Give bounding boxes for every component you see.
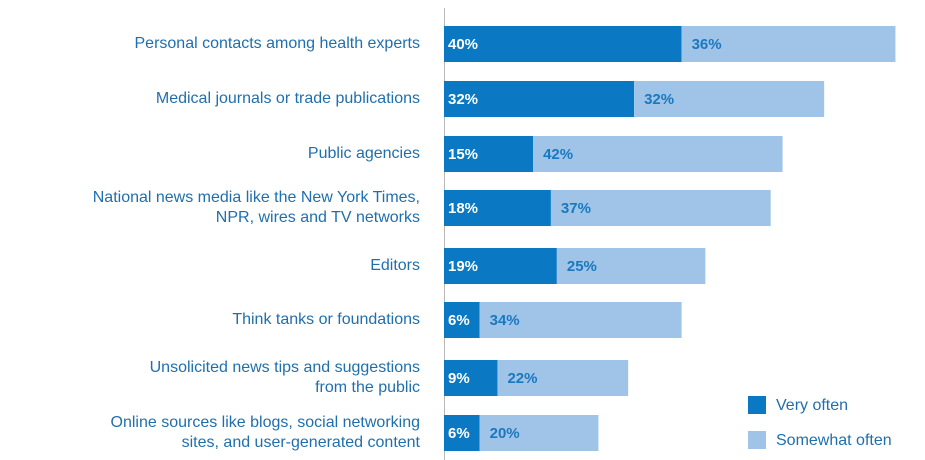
bar-segment xyxy=(444,81,635,117)
bar-segment xyxy=(634,81,825,117)
y-tick-label: Unsolicited news tips and suggestions xyxy=(150,359,420,376)
bar-segment xyxy=(550,190,771,226)
data-label: 40% xyxy=(448,36,478,53)
bar-segment xyxy=(533,136,783,172)
bar-segment xyxy=(444,248,557,284)
bar-segment xyxy=(444,136,534,172)
bar-segment xyxy=(556,248,706,284)
data-label: 25% xyxy=(567,258,597,275)
y-tick-label: National news media like the New York Ti… xyxy=(93,189,420,206)
data-label: 22% xyxy=(507,370,537,387)
y-tick-label: Public agencies xyxy=(308,145,420,162)
y-tick-label: Think tanks or foundations xyxy=(232,311,420,328)
legend-swatch xyxy=(748,396,766,414)
bar-segment xyxy=(444,26,682,62)
bar-segment xyxy=(479,415,599,451)
bar-segment xyxy=(479,302,682,338)
data-label: 36% xyxy=(692,36,722,53)
data-label: 37% xyxy=(561,200,591,217)
data-label: 32% xyxy=(644,91,674,108)
y-tick-label: from the public xyxy=(315,379,420,396)
data-label: 18% xyxy=(448,200,478,217)
y-tick-label: Editors xyxy=(370,257,420,274)
data-label: 20% xyxy=(490,425,520,442)
data-label: 34% xyxy=(490,312,520,329)
data-label: 6% xyxy=(448,425,470,442)
bar-segment xyxy=(444,302,480,338)
legend-label: Very often xyxy=(776,397,848,414)
y-tick-label: Medical journals or trade publications xyxy=(156,90,420,107)
data-label: 42% xyxy=(543,146,573,163)
data-label: 32% xyxy=(448,91,478,108)
data-label: 9% xyxy=(448,370,470,387)
bar-segment xyxy=(681,26,896,62)
y-tick-label: Personal contacts among health experts xyxy=(135,35,421,52)
bar-segment xyxy=(444,190,551,226)
y-tick-label: sites, and user-generated content xyxy=(182,434,421,451)
y-tick-label: NPR, wires and TV networks xyxy=(216,209,420,226)
data-label: 19% xyxy=(448,258,478,275)
bar-segment xyxy=(444,360,498,396)
bar-segment xyxy=(444,415,480,451)
data-label: 15% xyxy=(448,146,478,163)
legend-swatch xyxy=(748,431,766,449)
legend-label: Somewhat often xyxy=(776,432,892,449)
data-label: 6% xyxy=(448,312,470,329)
y-tick-label: Online sources like blogs, social networ… xyxy=(111,414,420,431)
bar-segment xyxy=(497,360,629,396)
